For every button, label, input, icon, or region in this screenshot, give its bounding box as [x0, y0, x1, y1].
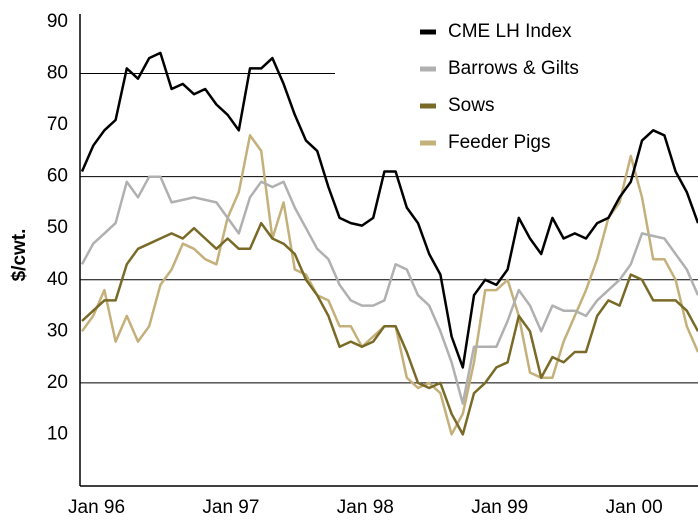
x-tick-label: Jan 97 [202, 497, 259, 518]
series-line [80, 51, 698, 369]
x-tick-label: Jan 96 [68, 497, 125, 518]
y-axis-label: $/cwt. [9, 229, 30, 282]
series-line [81, 221, 698, 436]
x-tick-label: Jan 00 [606, 497, 663, 518]
series-line [80, 175, 698, 405]
y-tick-label: 20 [47, 372, 68, 393]
x-tick-label: Jan 99 [471, 497, 528, 518]
y-tick-label: 70 [47, 114, 68, 135]
legend-label: Barrows & Gilts [448, 58, 579, 79]
y-tick-label: 50 [47, 217, 68, 238]
x-tick-label: Jan 98 [337, 497, 394, 518]
y-tick-label: 80 [47, 63, 68, 84]
y-tick-label: 90 [47, 11, 68, 32]
y-tick-label: 10 [47, 423, 68, 444]
legend-label: CME LH Index [448, 21, 572, 42]
legend-label: Sows [448, 95, 494, 116]
y-tick-label: 30 [47, 320, 68, 341]
y-tick-label: 60 [47, 166, 68, 187]
y-tick-label: 40 [47, 269, 68, 290]
legend-label: Feeder Pigs [448, 132, 550, 153]
